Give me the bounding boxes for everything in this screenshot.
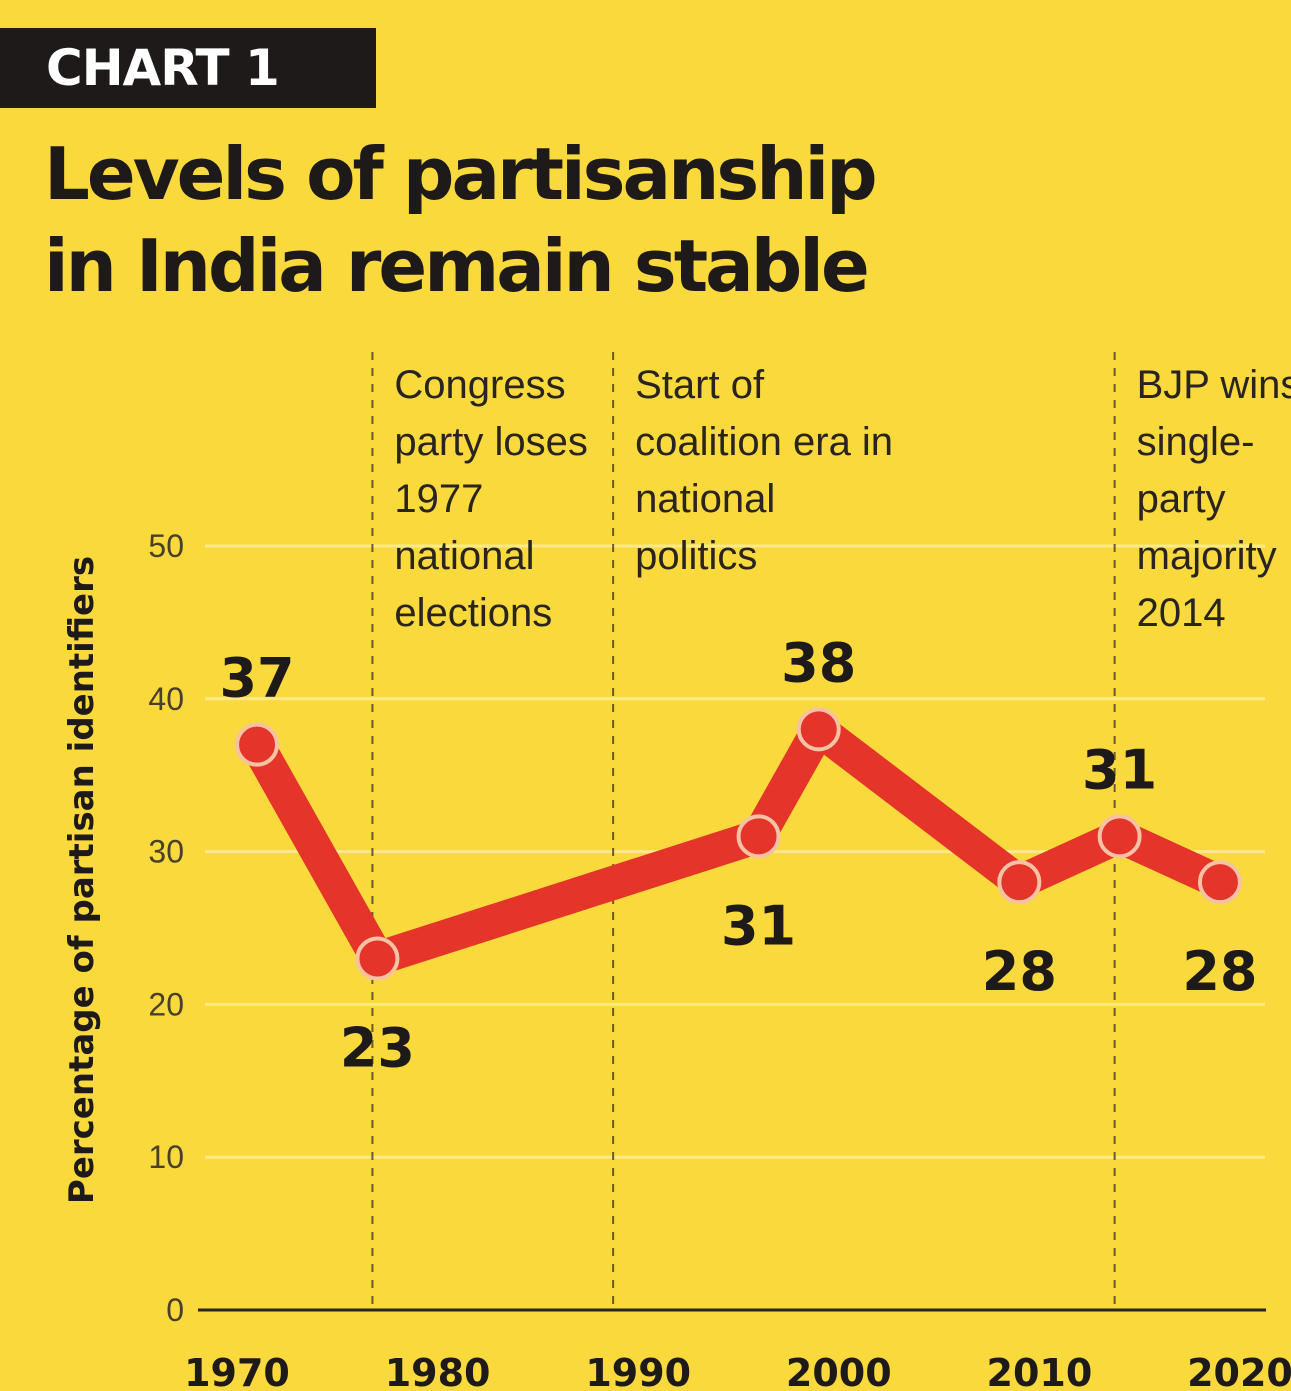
x-tick-label: 2020: [1187, 1351, 1291, 1391]
data-labels: 37 23 31 38 28 31 28: [219, 631, 1257, 1079]
annotation-line: Start of: [635, 363, 765, 407]
x-tick-label: 1970: [184, 1351, 290, 1391]
annotation-line: party loses: [394, 420, 587, 464]
y-tick-label: 50: [148, 528, 184, 564]
data-label: 23: [340, 1017, 415, 1080]
y-tick-label: 10: [148, 1139, 184, 1175]
y-tick-label: 40: [148, 681, 184, 717]
data-label: 37: [219, 647, 294, 710]
x-tick-label: 2000: [786, 1351, 892, 1391]
title-line-1: Levels of partisanship: [44, 132, 878, 216]
annotation-line: national: [635, 477, 775, 521]
annotation-line: coalition era in: [635, 420, 893, 464]
data-label: 28: [1182, 940, 1257, 1003]
annotation-text: Start of coalition era in national politics: [635, 363, 893, 578]
annotation-line: majority: [1137, 534, 1277, 578]
axes: 0 10 20 30 40 50 1970 1980 1990 2000 2010 2020: [148, 528, 1291, 1391]
x-tick-label: 2010: [987, 1351, 1093, 1391]
annotation-line: single-: [1137, 420, 1255, 464]
annotations: Congress party loses 1977 national elections…: [394, 363, 1291, 635]
data-point: [235, 722, 280, 767]
series-line: [235, 707, 1242, 981]
x-tick-label: 1980: [385, 1351, 491, 1391]
data-label: 31: [721, 894, 796, 957]
data-point: [796, 707, 841, 752]
y-tick-label: 30: [148, 834, 184, 870]
title-line-2: in India remain stable: [44, 224, 870, 308]
annotation-text: Congress party loses 1977 national elections: [394, 363, 587, 635]
y-tick-label: 0: [166, 1292, 184, 1328]
y-tick-label: 20: [148, 986, 184, 1022]
annotation-line: national: [394, 534, 534, 578]
data-point: [736, 814, 781, 859]
annotation-line: 1977: [394, 477, 483, 521]
annotation-line: party: [1137, 477, 1226, 521]
annotation-line: elections: [394, 591, 552, 635]
annotation-line: politics: [635, 534, 757, 578]
chart-title: Levels of partisanship in India remain s…: [44, 128, 1044, 312]
data-point: [1197, 860, 1242, 905]
data-point: [355, 936, 400, 981]
data-point: [997, 860, 1042, 905]
data-label: 28: [982, 940, 1057, 1003]
y-axis-label: Percentage of partisan identifiers: [62, 556, 102, 1204]
x-tick-label: 1990: [585, 1351, 691, 1391]
data-label: 31: [1082, 738, 1157, 801]
data-point: [1097, 814, 1142, 859]
annotation-line: Congress: [394, 363, 565, 407]
annotation-line: 2014: [1137, 591, 1226, 635]
annotation-line: BJP wins: [1137, 363, 1291, 407]
annotation-text: BJP wins single-party majority 2014: [1137, 363, 1291, 635]
chart-badge: CHART 1: [0, 28, 376, 108]
data-label: 38: [781, 631, 856, 694]
